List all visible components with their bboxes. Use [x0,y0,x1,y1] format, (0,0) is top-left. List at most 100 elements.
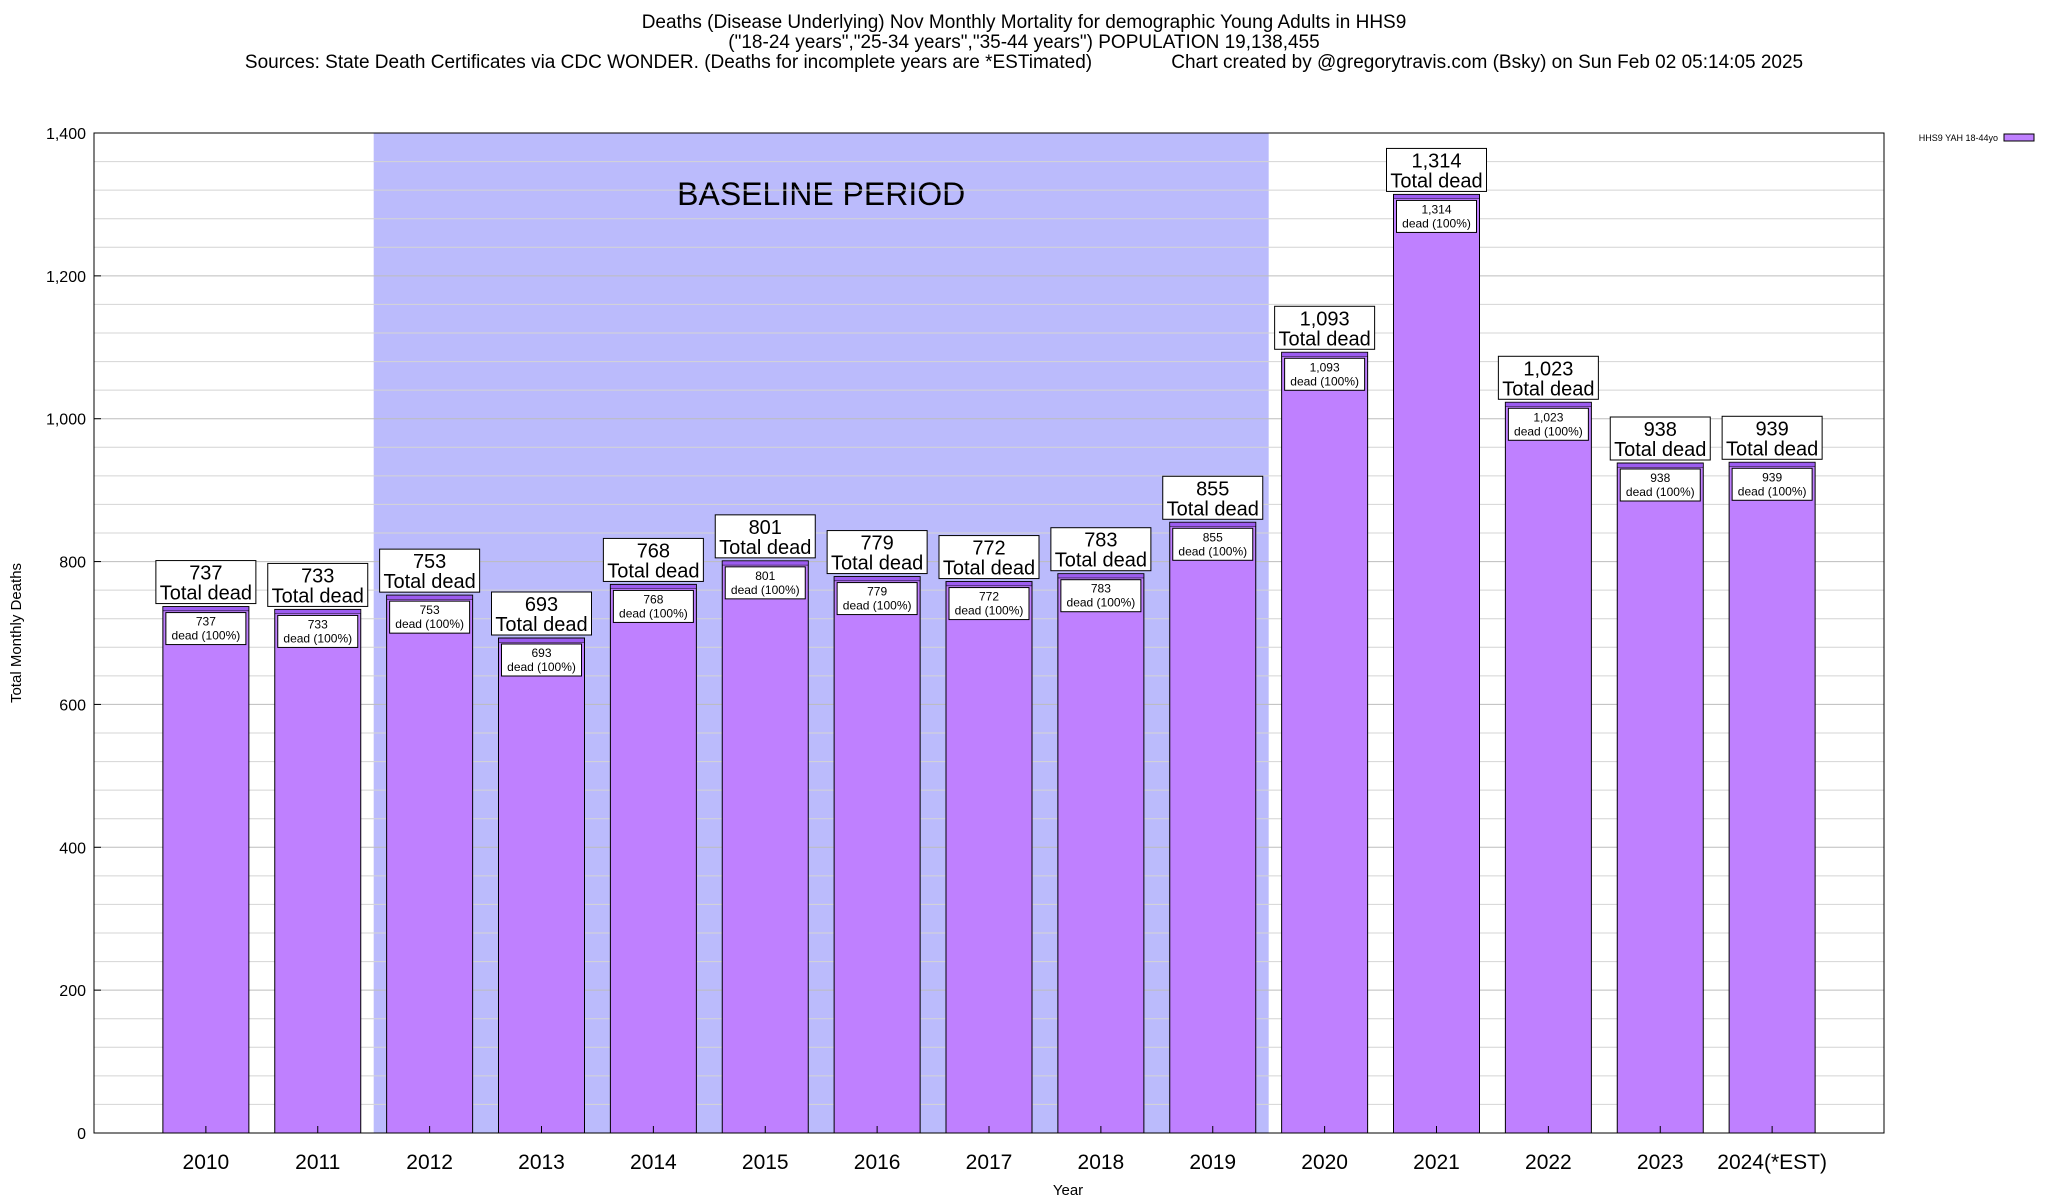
total-label-box [1497,355,1599,400]
inner-label-value: 939 [1762,470,1782,484]
inner-label-box [724,566,806,600]
total-label-box [714,514,816,559]
bar [609,583,697,1134]
legend-label: HHS9 YAH 18-44yo [1919,133,1998,143]
total-label-box [602,537,704,582]
total-label-value: 1,023 [1523,358,1573,380]
inner-label-value: 737 [196,615,216,629]
x-tick-label: 2010 [183,1151,230,1174]
total-label-text: Total dead [607,560,699,582]
total-label-text: Total dead [1726,438,1818,460]
total-label-value: 779 [860,533,893,555]
x-tick-label: 2024(*EST) [1717,1151,1827,1174]
inner-label-box [1396,199,1477,233]
total-label-text: Total dead [272,585,364,607]
total-label-value: 783 [1084,530,1117,552]
total-label-text: Total dead [160,583,252,605]
total-label-value: 753 [413,551,446,573]
total-label-box [1050,527,1152,572]
total-label-text: Total dead [831,553,923,575]
total-label-value: 1,093 [1300,308,1350,330]
inner-label-text: dead (100%) [1067,596,1136,610]
inner-label-box [277,614,359,648]
inner-label-text: dead (100%) [731,583,800,597]
total-label-box [826,530,928,575]
x-tick-label: 2011 [295,1151,340,1174]
x-tick-label: 2012 [406,1151,453,1174]
total-label-box [491,591,592,636]
inner-label-value: 855 [1203,530,1223,544]
bar [1169,521,1257,1134]
bar-top-band-fill [275,609,361,614]
inner-label-text: dead (100%) [283,631,352,645]
inner-label-value: 938 [1650,471,1670,485]
y-tick-label: 1,200 [46,269,86,286]
bar [833,576,921,1134]
chart-sources: Sources: State Death Certificates via CD… [244,52,1804,73]
total-label-text: Total dead [1167,498,1259,520]
baseline-period-label: BASELINE PERIOD [677,176,965,212]
total-label-text: Total dead [1278,328,1370,350]
y-axis-label: Total Monthly Deaths [8,563,25,703]
inner-label-text: dead (100%) [395,617,464,631]
total-label-value: 939 [1755,418,1788,440]
total-label-value: 1,314 [1411,150,1461,172]
bar [1616,462,1704,1134]
x-tick-label: 2018 [1078,1151,1125,1174]
x-tick-label: 2016 [854,1151,901,1174]
x-tick-label: 2019 [1189,1151,1236,1174]
bar-top-band-fill [946,582,1032,586]
total-label-text: Total dead [1055,550,1147,572]
bar-top-band-fill [1394,194,1479,199]
y-tick-label: 200 [59,983,86,1000]
inner-label-box [1507,407,1589,441]
total-label-text: Total dead [719,537,811,559]
bar [945,581,1033,1134]
chart-title: Deaths (Disease Underlying) Nov Monthly … [641,12,1407,33]
x-tick-label: 2017 [966,1151,1013,1174]
total-label-value: 855 [1196,478,1229,500]
inner-label-box [165,612,247,646]
total-label-value: 938 [1644,419,1677,441]
bar-top-band-fill [1058,574,1144,578]
y-tick-label: 600 [59,697,86,714]
x-tick-label: 2023 [1637,1151,1684,1174]
inner-label-text: dead (100%) [1514,424,1583,438]
chart-subtitle: ("18-24 years","25-34 years","35-44 year… [728,32,1320,53]
bar-top-band-fill [834,577,920,581]
inner-label-value: 801 [755,569,775,583]
inner-label-box [612,589,694,623]
bar-top-band-fill [1729,462,1815,467]
inner-label-box [501,643,582,677]
x-tick-label: 2013 [518,1151,565,1174]
y-tick-label: 0 [77,1126,86,1143]
bar-top-band-fill [1617,463,1703,467]
total-label-text: Total dead [383,571,475,593]
inner-label-text: dead (100%) [172,629,241,643]
inner-label-value: 1,093 [1310,360,1340,374]
total-label-value: 801 [749,517,782,539]
inner-label-value: 1,023 [1533,410,1563,424]
inner-label-text: dead (100%) [1402,216,1471,230]
y-tick-label: 1,000 [46,412,86,429]
inner-label-value: 753 [420,603,440,617]
total-label-box [1386,147,1487,192]
inner-label-text: dead (100%) [1626,485,1695,499]
inner-label-value: 779 [867,585,887,599]
inner-label-text: dead (100%) [843,599,912,613]
bar-top-band-fill [163,607,249,611]
total-label-box [379,548,481,593]
inner-label-value: 693 [531,646,551,660]
bar-top-band-fill [1170,522,1256,527]
inner-label-box [1731,467,1813,501]
bar [1393,193,1480,1134]
total-label-box [938,535,1040,580]
inner-label-box [389,600,471,634]
bar [1504,401,1592,1134]
inner-label-text: dead (100%) [1738,484,1807,498]
total-label-box [155,560,257,605]
inner-label-value: 768 [643,592,663,606]
inner-label-text: dead (100%) [1290,374,1359,388]
bar [162,606,250,1134]
